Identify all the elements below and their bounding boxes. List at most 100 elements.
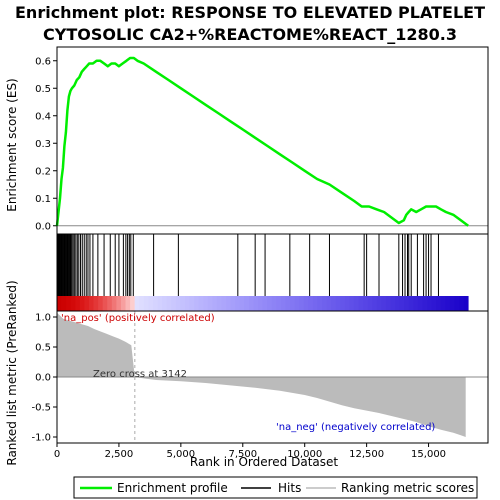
rank-heat-segment	[102, 296, 108, 311]
rank-heat-segment	[88, 296, 94, 311]
rank-heat-segment	[111, 296, 117, 311]
rank-heat-segment	[459, 296, 465, 311]
metric-y-tick-label: -1.0	[31, 433, 51, 444]
es-y-tick-label: 0.2	[35, 166, 51, 177]
rank-heat-segment	[331, 296, 337, 311]
rank-heat-segment	[321, 296, 327, 311]
rank-heat-segment	[312, 296, 318, 311]
es-panel: 0.0 0.1 0.2 0.3 0.4 0.5 0.6	[35, 46, 489, 235]
rank-heat-segment	[445, 296, 451, 311]
es-y-tick-label: 0.5	[35, 84, 51, 95]
rank-heat-segment	[57, 296, 62, 311]
rank-heat-segment	[162, 296, 168, 311]
rank-heat-segment	[79, 296, 85, 311]
rank-heat-segment	[203, 296, 209, 311]
rank-heat-segment	[285, 296, 291, 311]
x-tick-label: 0	[54, 449, 60, 460]
rank-heat-segment	[198, 296, 204, 311]
metric-frame	[56, 310, 489, 444]
rank-heat-segment	[427, 296, 433, 311]
rank-heat-segment	[244, 296, 250, 311]
rank-heat-segment	[212, 296, 218, 311]
rank-heat-segment	[239, 296, 245, 311]
rank-heat-segment	[152, 296, 158, 311]
rank-heat-segment	[253, 296, 259, 311]
positive-correlation-label: 'na_pos' (positively correlated)	[61, 313, 215, 324]
rank-heat-segment	[395, 296, 401, 311]
metric-y-tick-label: 0.0	[35, 373, 51, 384]
rank-heat-segment	[98, 296, 104, 311]
rank-heat-segment	[276, 296, 282, 311]
es-y-tick-label: 0.1	[35, 194, 51, 205]
metric-y-tick-label: 1.0	[35, 313, 51, 324]
rank-heat-segment	[93, 296, 99, 311]
rank-heat-segment	[125, 296, 131, 311]
rank-heat-segment	[463, 296, 469, 311]
rank-heat-segment	[431, 296, 437, 311]
rank-heat-segment	[399, 296, 405, 311]
rank-heat-segment	[216, 296, 222, 311]
rank-heat-segment	[120, 296, 126, 311]
rank-heat-segment	[84, 296, 90, 311]
rank-heat-segment	[299, 296, 305, 311]
rank-heat-segment	[289, 296, 295, 311]
rank-heat-segment	[280, 296, 286, 311]
rank-heat-segment	[139, 296, 145, 311]
rank-heat-segment	[353, 296, 359, 311]
rank-heat-segment	[454, 296, 460, 311]
es-y-tick-label: 0.6	[35, 56, 51, 67]
rank-heat-segment	[417, 296, 423, 311]
legend-label-enrichment: Enrichment profile	[117, 481, 228, 495]
rank-heat-segment	[381, 296, 387, 311]
rank-heat-segment	[340, 296, 346, 311]
rank-heat-segment	[235, 296, 241, 311]
metric-panel: 1.0 0.5 0.0 -0.5 -1.00 2,500 5,000 7,500 10,000 1…	[31, 310, 489, 460]
rank-heat-segment	[271, 296, 277, 311]
x-tick-label: 15,000	[411, 449, 446, 460]
rank-heat-segment	[308, 296, 314, 311]
legend-box	[73, 476, 478, 499]
rank-heat-segment	[408, 296, 414, 311]
rank-heat-segment	[207, 296, 213, 311]
rank-heat-segment	[175, 296, 181, 311]
rank-heat-segment	[66, 296, 72, 311]
es-plot-area	[57, 47, 488, 234]
rank-heat-segment	[294, 296, 300, 311]
rank-heat-segment	[404, 296, 410, 311]
rank-heat-segment	[363, 296, 369, 311]
rank-heat-segment	[349, 296, 355, 311]
rank-heat-segment	[335, 296, 341, 311]
rank-heat-segment	[230, 296, 236, 311]
legend: Enrichment profile Hits Ranking metric s…	[73, 476, 478, 499]
metric-y-tick-label: 0.5	[35, 343, 51, 354]
rank-heat-segment	[344, 296, 350, 311]
rank-heat-segment	[157, 296, 163, 311]
rank-heat-segment	[221, 296, 227, 311]
enrichment-profile-line	[55, 56, 469, 227]
rank-heat-segment	[449, 296, 455, 311]
es-y-tick-label: 0.4	[35, 111, 51, 122]
rank-heat-segment	[148, 296, 154, 311]
rank-heat-segment	[413, 296, 419, 311]
x-tick-label: 5,000	[167, 449, 196, 460]
rank-heat-segment	[184, 296, 190, 311]
rank-heat-segment	[70, 296, 76, 311]
rank-heat-segment	[226, 296, 232, 311]
rank-heat-segment	[390, 296, 396, 311]
rank-heat-segment	[385, 296, 391, 311]
es-y-tick-label: 0.3	[35, 139, 51, 150]
rank-heat-segment	[367, 296, 373, 311]
rank-heat-segment	[107, 296, 113, 311]
rank-heat-segment	[440, 296, 446, 311]
rank-heat-segment	[134, 296, 140, 311]
rank-heat-segment	[116, 296, 122, 311]
rank-heat-segment	[436, 296, 442, 311]
rank-heat-segment	[194, 296, 200, 311]
rank-heat-segment	[358, 296, 364, 311]
x-axis-label: Rank in Ordered Dataset	[190, 455, 338, 469]
legend-label-ranking: Ranking metric scores	[341, 481, 474, 495]
rank-heat-segment	[258, 296, 263, 311]
rank-heat-segment	[372, 296, 378, 311]
